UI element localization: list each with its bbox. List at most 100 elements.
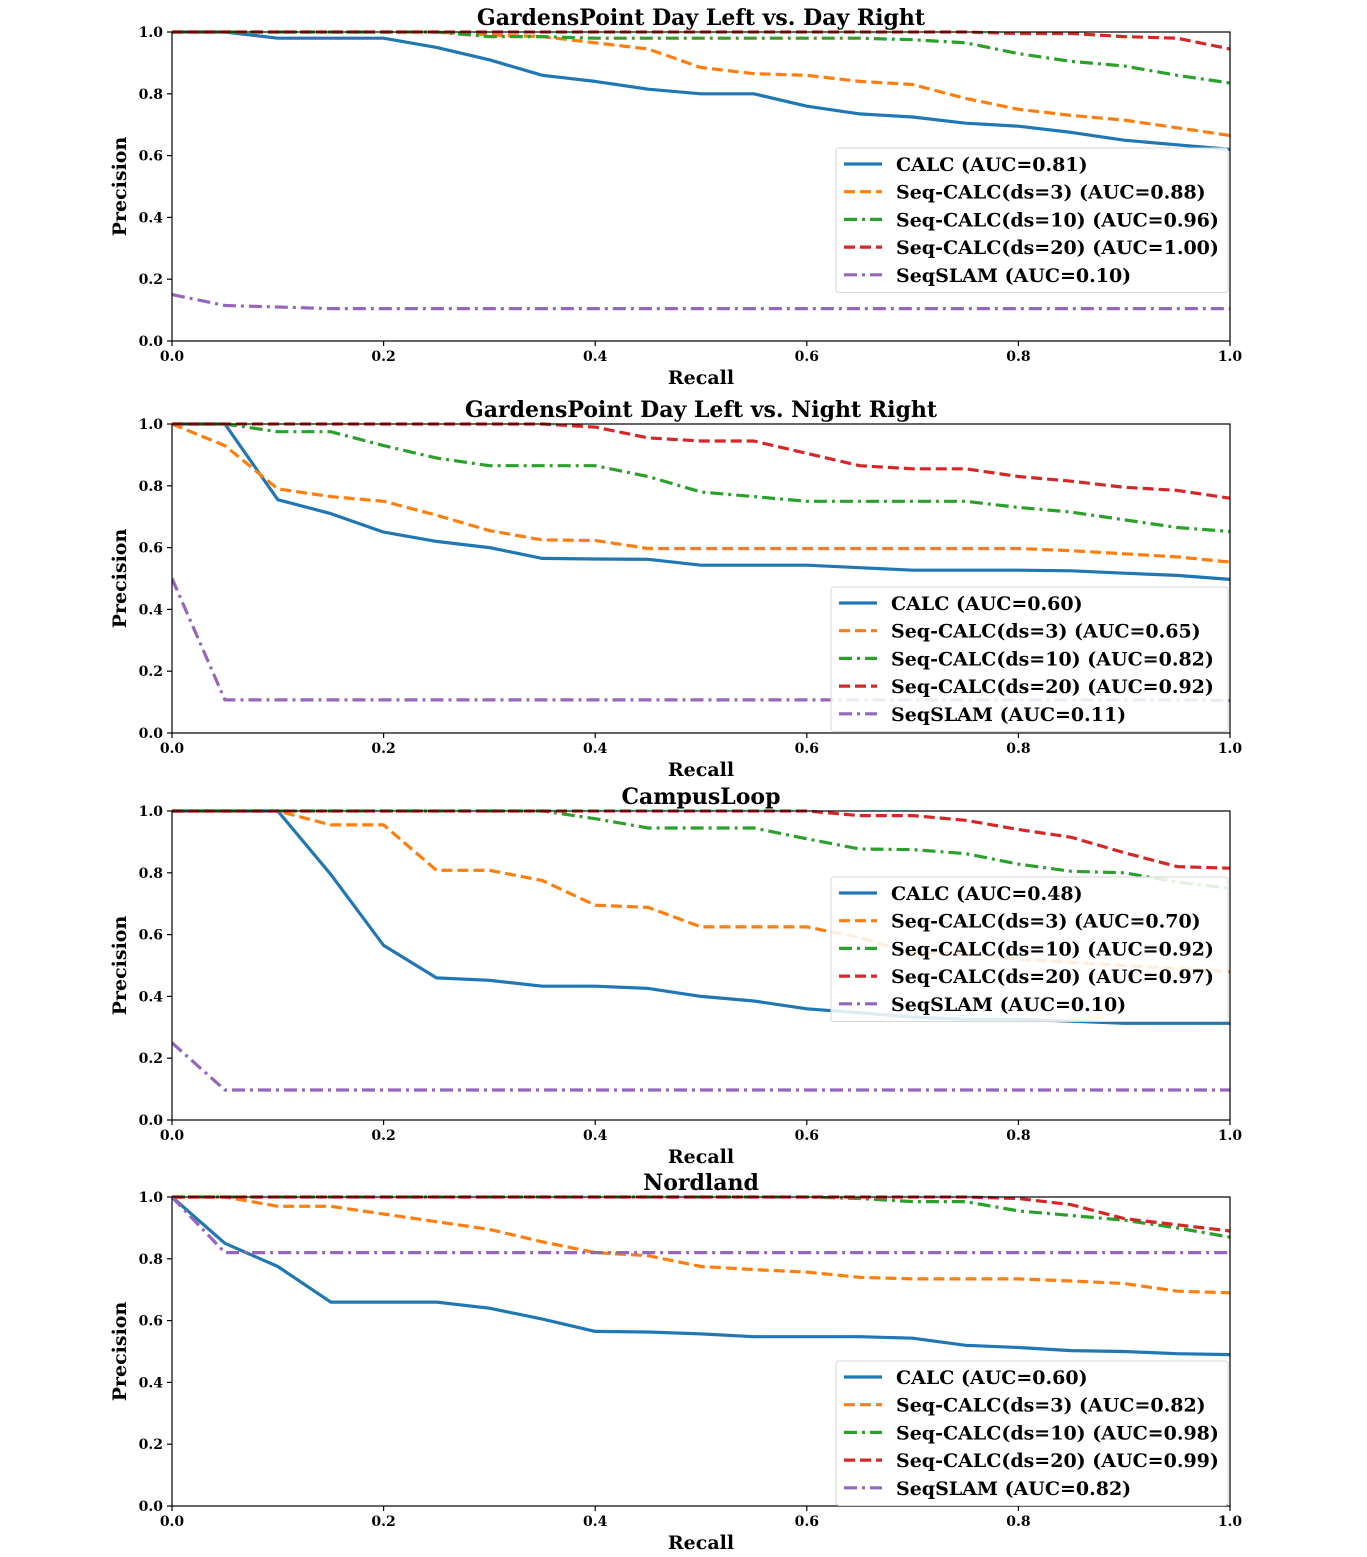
y-tick-label: 0.2 — [139, 1437, 163, 1453]
legend-label: Seq-CALC(ds=10) (AUC=0.92) — [891, 938, 1214, 960]
legend-label: CALC (AUC=0.48) — [891, 883, 1083, 905]
x-tick-label: 0.4 — [583, 349, 608, 365]
legend-label: SeqSLAM (AUC=0.11) — [891, 704, 1126, 726]
legend-label: Seq-CALC(ds=3) (AUC=0.70) — [891, 911, 1201, 933]
series-line-1 — [172, 1195, 1230, 1357]
series-line-1 — [172, 30, 1230, 151]
legend-label: Seq-CALC(ds=3) (AUC=0.88) — [896, 182, 1206, 204]
plot-frame — [171, 31, 1231, 342]
x-tick-label: 0.0 — [160, 1128, 185, 1144]
x-tick-label: 0.4 — [583, 1514, 608, 1530]
y-tick-label: 0.8 — [139, 479, 163, 495]
legend-label: Seq-CALC(ds=20) (AUC=0.99) — [896, 1450, 1219, 1472]
y-axis-label: Precision — [109, 529, 131, 629]
series-line-2 — [172, 422, 1230, 564]
y-tick-label: 0.8 — [139, 87, 163, 103]
series-line-2 — [172, 1195, 1230, 1295]
x-tick-label: 0.6 — [795, 1128, 819, 1144]
chart-title: CampusLoop — [621, 784, 780, 810]
legend: CALC (AUC=0.60) Seq-CALC(ds=3) (AUC=0.65)… — [830, 586, 1229, 732]
legend-box — [835, 147, 1229, 293]
series-line-4 — [172, 422, 1230, 500]
series-line-2 — [172, 30, 1230, 138]
y-tick-label: 0.4 — [139, 989, 164, 1005]
y-axis-label: Precision — [109, 1302, 131, 1402]
plot-frame — [171, 1196, 1231, 1507]
legend-label: Seq-CALC(ds=10) (AUC=0.96) — [896, 209, 1219, 231]
x-tick-label: 0.0 — [160, 741, 185, 757]
x-axis-label: Recall — [668, 1146, 734, 1168]
chart-title: GardensPoint Day Left vs. Day Right — [477, 5, 926, 31]
series-line-3 — [172, 422, 1230, 534]
legend-label: SeqSLAM (AUC=0.10) — [896, 265, 1131, 287]
legend-label: CALC (AUC=0.60) — [896, 1367, 1088, 1389]
series-line-5 — [172, 293, 1230, 311]
legend-label: Seq-CALC(ds=20) (AUC=0.97) — [891, 966, 1214, 988]
x-tick-label: 0.2 — [371, 1514, 395, 1530]
chart-title: GardensPoint Day Left vs. Night Right — [465, 397, 938, 423]
series-line-4 — [172, 30, 1230, 51]
series-line-4 — [172, 1195, 1230, 1233]
series-line-1 — [172, 422, 1230, 581]
x-tick-label: 0.2 — [371, 349, 395, 365]
series-line-5 — [172, 1041, 1230, 1092]
y-tick-label: 0.8 — [139, 1252, 163, 1268]
legend-box — [830, 876, 1229, 1022]
x-tick-label: 0.2 — [371, 741, 395, 757]
y-tick-label: 0.6 — [139, 149, 163, 165]
x-tick-label: 1.0 — [1218, 741, 1243, 757]
x-tick-label: 0.0 — [160, 349, 185, 365]
x-tick-label: 0.4 — [583, 741, 608, 757]
series-line-4 — [172, 809, 1230, 870]
legend-label: Seq-CALC(ds=20) (AUC=1.00) — [896, 237, 1219, 259]
series-lines — [172, 1195, 1230, 1357]
y-tick-label: 1.0 — [139, 804, 164, 820]
y-tick-label: 0.6 — [139, 928, 163, 944]
x-axis-label: Recall — [668, 367, 734, 389]
legend: CALC (AUC=0.60) Seq-CALC(ds=3) (AUC=0.82)… — [835, 1360, 1229, 1506]
x-tick-label: 0.8 — [1006, 1514, 1030, 1530]
x-tick-label: 0.8 — [1006, 741, 1030, 757]
y-tick-label: 0.2 — [139, 272, 163, 288]
legend-label: CALC (AUC=0.60) — [891, 593, 1083, 615]
legend-label: Seq-CALC(ds=3) (AUC=0.82) — [896, 1395, 1206, 1417]
x-tick-label: 1.0 — [1218, 1128, 1243, 1144]
y-tick-label: 0.8 — [139, 866, 163, 882]
y-tick-label: 0.6 — [139, 1314, 163, 1330]
x-tick-label: 0.8 — [1006, 1128, 1030, 1144]
legend-box — [835, 1360, 1229, 1506]
legend-label: CALC (AUC=0.81) — [896, 154, 1088, 176]
legend-label: Seq-CALC(ds=20) (AUC=0.92) — [891, 676, 1214, 698]
x-axis-label: Recall — [668, 1532, 734, 1554]
legend-label: SeqSLAM (AUC=0.82) — [896, 1478, 1131, 1500]
y-axis-label: Precision — [109, 916, 131, 1016]
x-axis-label: Recall — [668, 759, 734, 781]
y-tick-label: 0.4 — [139, 1375, 164, 1391]
legend-box — [830, 586, 1229, 732]
x-tick-label: 0.6 — [795, 741, 819, 757]
x-tick-label: 1.0 — [1218, 1514, 1243, 1530]
y-tick-label: 1.0 — [139, 417, 164, 433]
series-line-3 — [172, 1195, 1230, 1239]
legend-label: Seq-CALC(ds=10) (AUC=0.98) — [896, 1422, 1219, 1444]
plot-frame — [171, 810, 1231, 1121]
x-tick-label: 0.2 — [371, 1128, 395, 1144]
y-tick-label: 1.0 — [139, 25, 164, 41]
y-tick-label: 0.2 — [139, 664, 163, 680]
chart-title: Nordland — [643, 1170, 759, 1196]
y-tick-label: 0.2 — [139, 1051, 163, 1067]
plot-frame — [171, 423, 1231, 734]
x-tick-label: 0.8 — [1006, 349, 1030, 365]
chart-panel-1: GardensPoint Day Left vs. Day Right 0.0 0.… — [109, 5, 1242, 389]
legend-label: SeqSLAM (AUC=0.10) — [891, 994, 1126, 1016]
chart-panel-4: Nordland 0.0 0.2 0.4 0.6 0.8 1.0 0.0 0.2 0.4 0.6 0.… — [109, 1170, 1242, 1554]
x-tick-label: 0.6 — [795, 1514, 819, 1530]
legend: CALC (AUC=0.48) Seq-CALC(ds=3) (AUC=0.70)… — [830, 876, 1229, 1022]
x-tick-label: 0.0 — [160, 1514, 185, 1530]
legend-label: Seq-CALC(ds=3) (AUC=0.65) — [891, 621, 1201, 643]
chart-panel-2: GardensPoint Day Left vs. Night Right 0.0… — [109, 397, 1242, 781]
x-tick-label: 0.6 — [795, 349, 819, 365]
series-line-5 — [172, 577, 1230, 703]
series-line-5 — [172, 1195, 1230, 1255]
